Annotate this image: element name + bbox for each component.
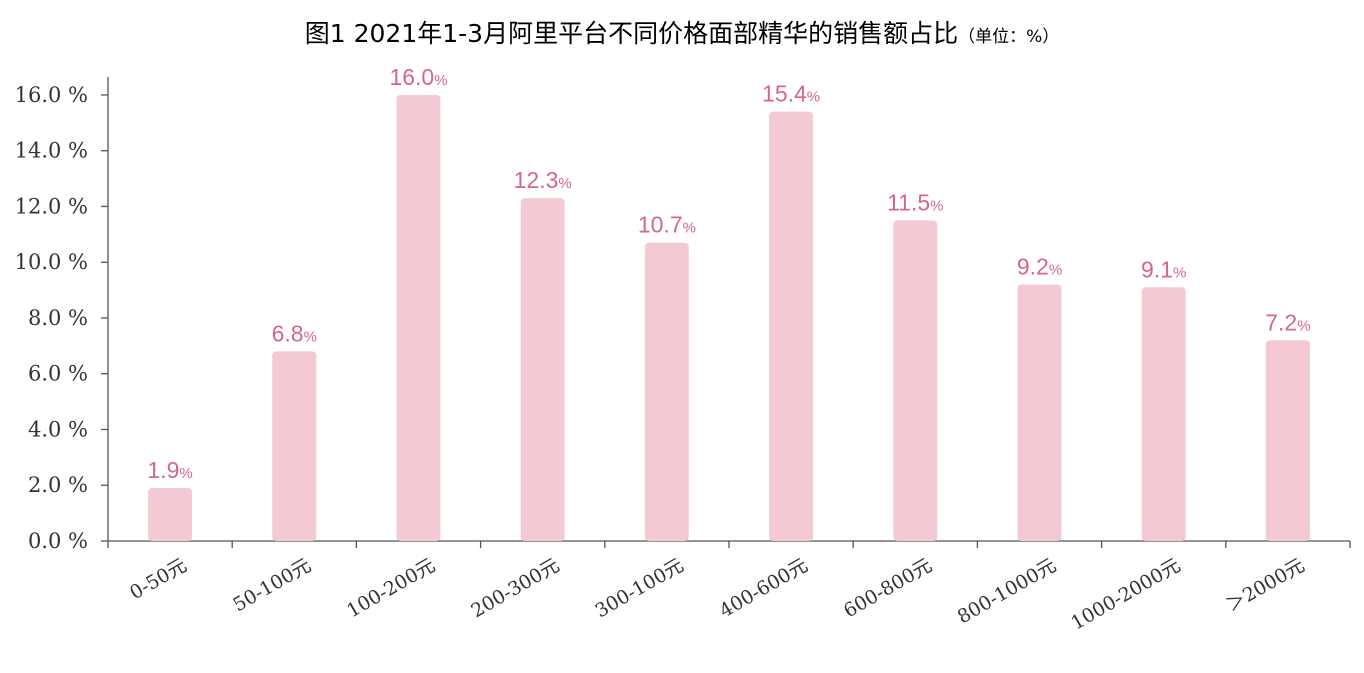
data-label-value: 16.0 — [389, 64, 434, 90]
data-label: 12.3% — [514, 167, 572, 193]
bar — [1265, 340, 1310, 541]
data-label-value: 9.2 — [1017, 254, 1049, 280]
y-tick-label: 10.0 % — [15, 250, 88, 274]
data-label-value: 15.4 — [762, 81, 807, 107]
bar — [272, 351, 317, 541]
bar — [644, 242, 689, 542]
data-label-suffix: % — [304, 328, 317, 345]
x-axis: 0-50元 50-100元 100-200元 200-300元 300-100元 400-… — [107, 540, 1351, 634]
y-tick-label: 4.0 % — [28, 417, 88, 441]
data-label-value: 9.1 — [1141, 256, 1173, 282]
data-label: 9.2% — [1017, 254, 1062, 280]
data-label-value: 11.5 — [887, 189, 930, 215]
bar — [396, 94, 441, 541]
bar — [769, 111, 814, 542]
x-tick-label: 1000-2000元 — [1067, 554, 1184, 634]
data-label-suffix: % — [1297, 317, 1310, 334]
x-tick-label: 800-1000元 — [954, 554, 1060, 628]
y-tick-label: 14.0 % — [15, 139, 88, 163]
data-label-value: 12.3 — [514, 167, 559, 193]
x-tick-label: 50-100元 — [229, 554, 314, 616]
chart-title-text: 图1 2021年1-3月阿里平台不同价格面部精华的销售额占比 — [304, 19, 959, 48]
data-label: 6.8% — [272, 320, 317, 346]
y-tick-label: 0.0 % — [28, 529, 88, 553]
data-label-value: 1.9 — [147, 457, 179, 483]
data-label-value: 7.2 — [1265, 309, 1297, 335]
chart-title: 图1 2021年1-3月阿里平台不同价格面部精华的销售额占比（单位：%） — [0, 14, 1364, 50]
data-label: 16.0% — [389, 64, 447, 90]
x-tick-label: 200-300元 — [467, 554, 563, 622]
data-label-suffix: % — [683, 220, 696, 237]
bar — [520, 198, 565, 541]
data-label-suffix: % — [807, 89, 820, 106]
x-tick-label: 400-600元 — [716, 554, 812, 622]
chart-unit-note: （单位：%） — [958, 27, 1060, 47]
bar — [893, 220, 938, 542]
data-label: 11.5% — [887, 189, 943, 215]
data-label: 15.4% — [762, 81, 820, 107]
y-tick-label: 6.0 % — [28, 362, 88, 386]
y-tick-label: 2.0 % — [28, 473, 88, 497]
data-label-suffix: % — [558, 175, 571, 192]
bar — [148, 488, 193, 541]
x-tick-label: 0-50元 — [126, 554, 190, 604]
data-labels: 1.9%6.8%16.0%12.3%10.7%15.4%11.5%9.2% 9.1… — [147, 64, 1310, 483]
x-tick-label: 600-800元 — [840, 554, 936, 622]
data-label-value: 6.8 — [272, 320, 304, 346]
data-label-suffix: % — [179, 465, 192, 482]
y-tick-label: 16.0 % — [15, 83, 88, 107]
data-label-suffix: % — [930, 197, 943, 214]
data-label: 1.9% — [147, 457, 192, 483]
data-label: 7.2% — [1265, 309, 1310, 335]
data-label-suffix: % — [1173, 264, 1186, 281]
y-tick-label: 12.0 % — [15, 194, 88, 218]
y-axis: 0.0 % 2.0 % 4.0 % 6.0 % 8.0 % 10.0 % 12.0 % 14.… — [15, 77, 109, 553]
bar — [1141, 287, 1186, 541]
x-tick-label: ＞2000元 — [1223, 554, 1309, 616]
x-tick-label: 300-100元 — [592, 554, 688, 622]
data-label-suffix: % — [434, 72, 447, 89]
bars — [148, 94, 1310, 542]
data-label-suffix: % — [1049, 262, 1062, 279]
data-label: 9.1% — [1141, 256, 1186, 282]
data-label: 10.7% — [638, 212, 696, 238]
data-label-value: 10.7 — [638, 212, 683, 238]
x-tick-label: 100-200元 — [343, 554, 439, 622]
y-tick-label: 8.0 % — [28, 306, 88, 330]
bar — [1017, 284, 1062, 541]
